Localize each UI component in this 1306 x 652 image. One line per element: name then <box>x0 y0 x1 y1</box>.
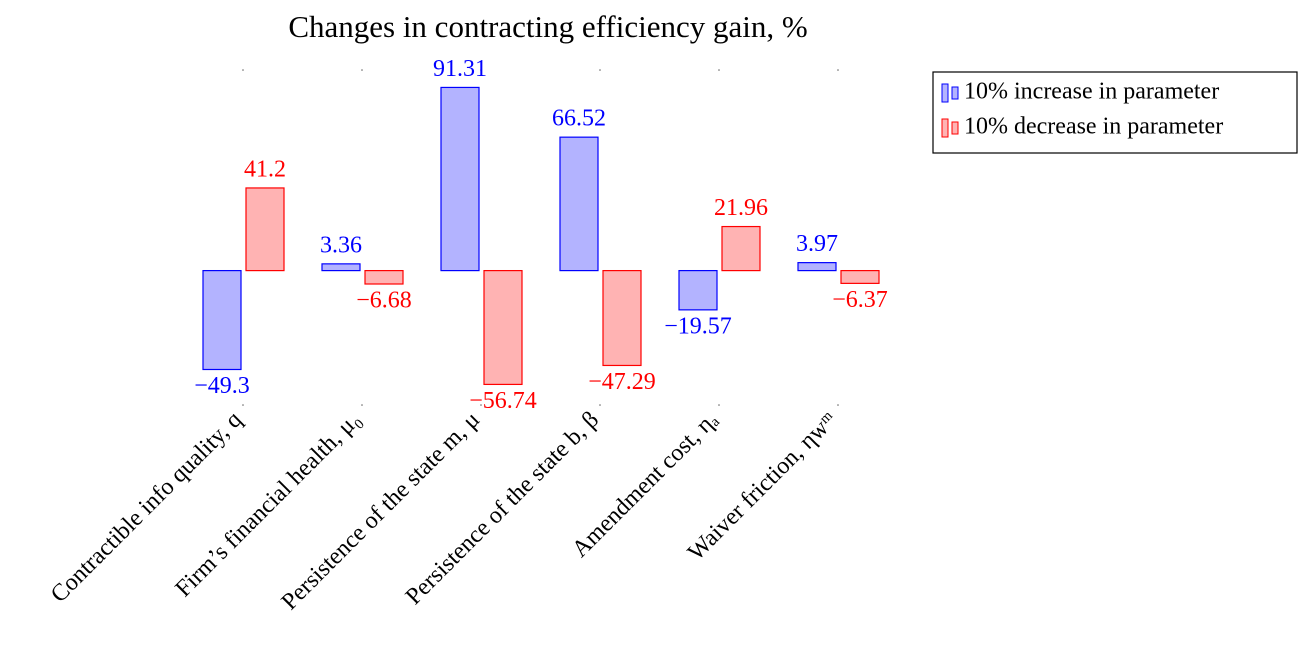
data-label: −19.57 <box>664 313 732 339</box>
legend-box <box>932 71 1298 154</box>
data-label: 21.96 <box>714 195 768 221</box>
bar <box>321 263 361 272</box>
bar <box>840 269 880 284</box>
data-label: −56.74 <box>469 388 537 414</box>
bar <box>721 225 761 272</box>
data-label: −49.3 <box>194 373 250 399</box>
legend-swatch <box>951 121 959 135</box>
bar <box>797 262 837 272</box>
x-tick <box>480 69 482 71</box>
x-tick <box>361 69 363 71</box>
bar <box>559 136 599 272</box>
legend-label: 10% increase in parameter <box>964 79 1219 105</box>
bar <box>440 86 480 272</box>
data-label: 91.31 <box>433 56 487 82</box>
x-tick-label: Persistence of the state b, β <box>401 407 604 610</box>
x-tick <box>599 69 601 71</box>
x-tick <box>361 404 363 406</box>
x-tick <box>242 404 244 406</box>
bar <box>202 269 242 371</box>
x-tick <box>480 404 482 406</box>
data-label: 41.2 <box>244 156 286 182</box>
bar <box>364 269 404 285</box>
x-tick <box>242 69 244 71</box>
legend-swatch <box>951 86 959 100</box>
chart-title: Changes in contracting efficiency gain, … <box>288 9 807 44</box>
x-tick-label: Persistence of the state m, μ <box>277 407 485 615</box>
bar <box>602 269 642 367</box>
bar <box>483 269 523 386</box>
data-label: 3.36 <box>320 232 362 258</box>
data-label: −47.29 <box>588 369 656 395</box>
x-tick <box>837 404 839 406</box>
data-label: −6.37 <box>832 287 888 313</box>
data-label: 3.97 <box>796 231 838 257</box>
data-label: 66.52 <box>552 106 606 132</box>
x-tick <box>718 404 720 406</box>
x-tick <box>718 69 720 71</box>
bar <box>678 269 718 311</box>
x-tick <box>599 404 601 406</box>
legend-swatch <box>941 83 949 103</box>
x-tick <box>837 69 839 71</box>
x-tick-label: Contractible info quality, q <box>46 407 247 608</box>
data-label: −6.68 <box>356 287 412 313</box>
legend-swatch <box>941 118 949 138</box>
bar <box>245 187 285 272</box>
legend-label: 10% decrease in parameter <box>964 114 1223 140</box>
